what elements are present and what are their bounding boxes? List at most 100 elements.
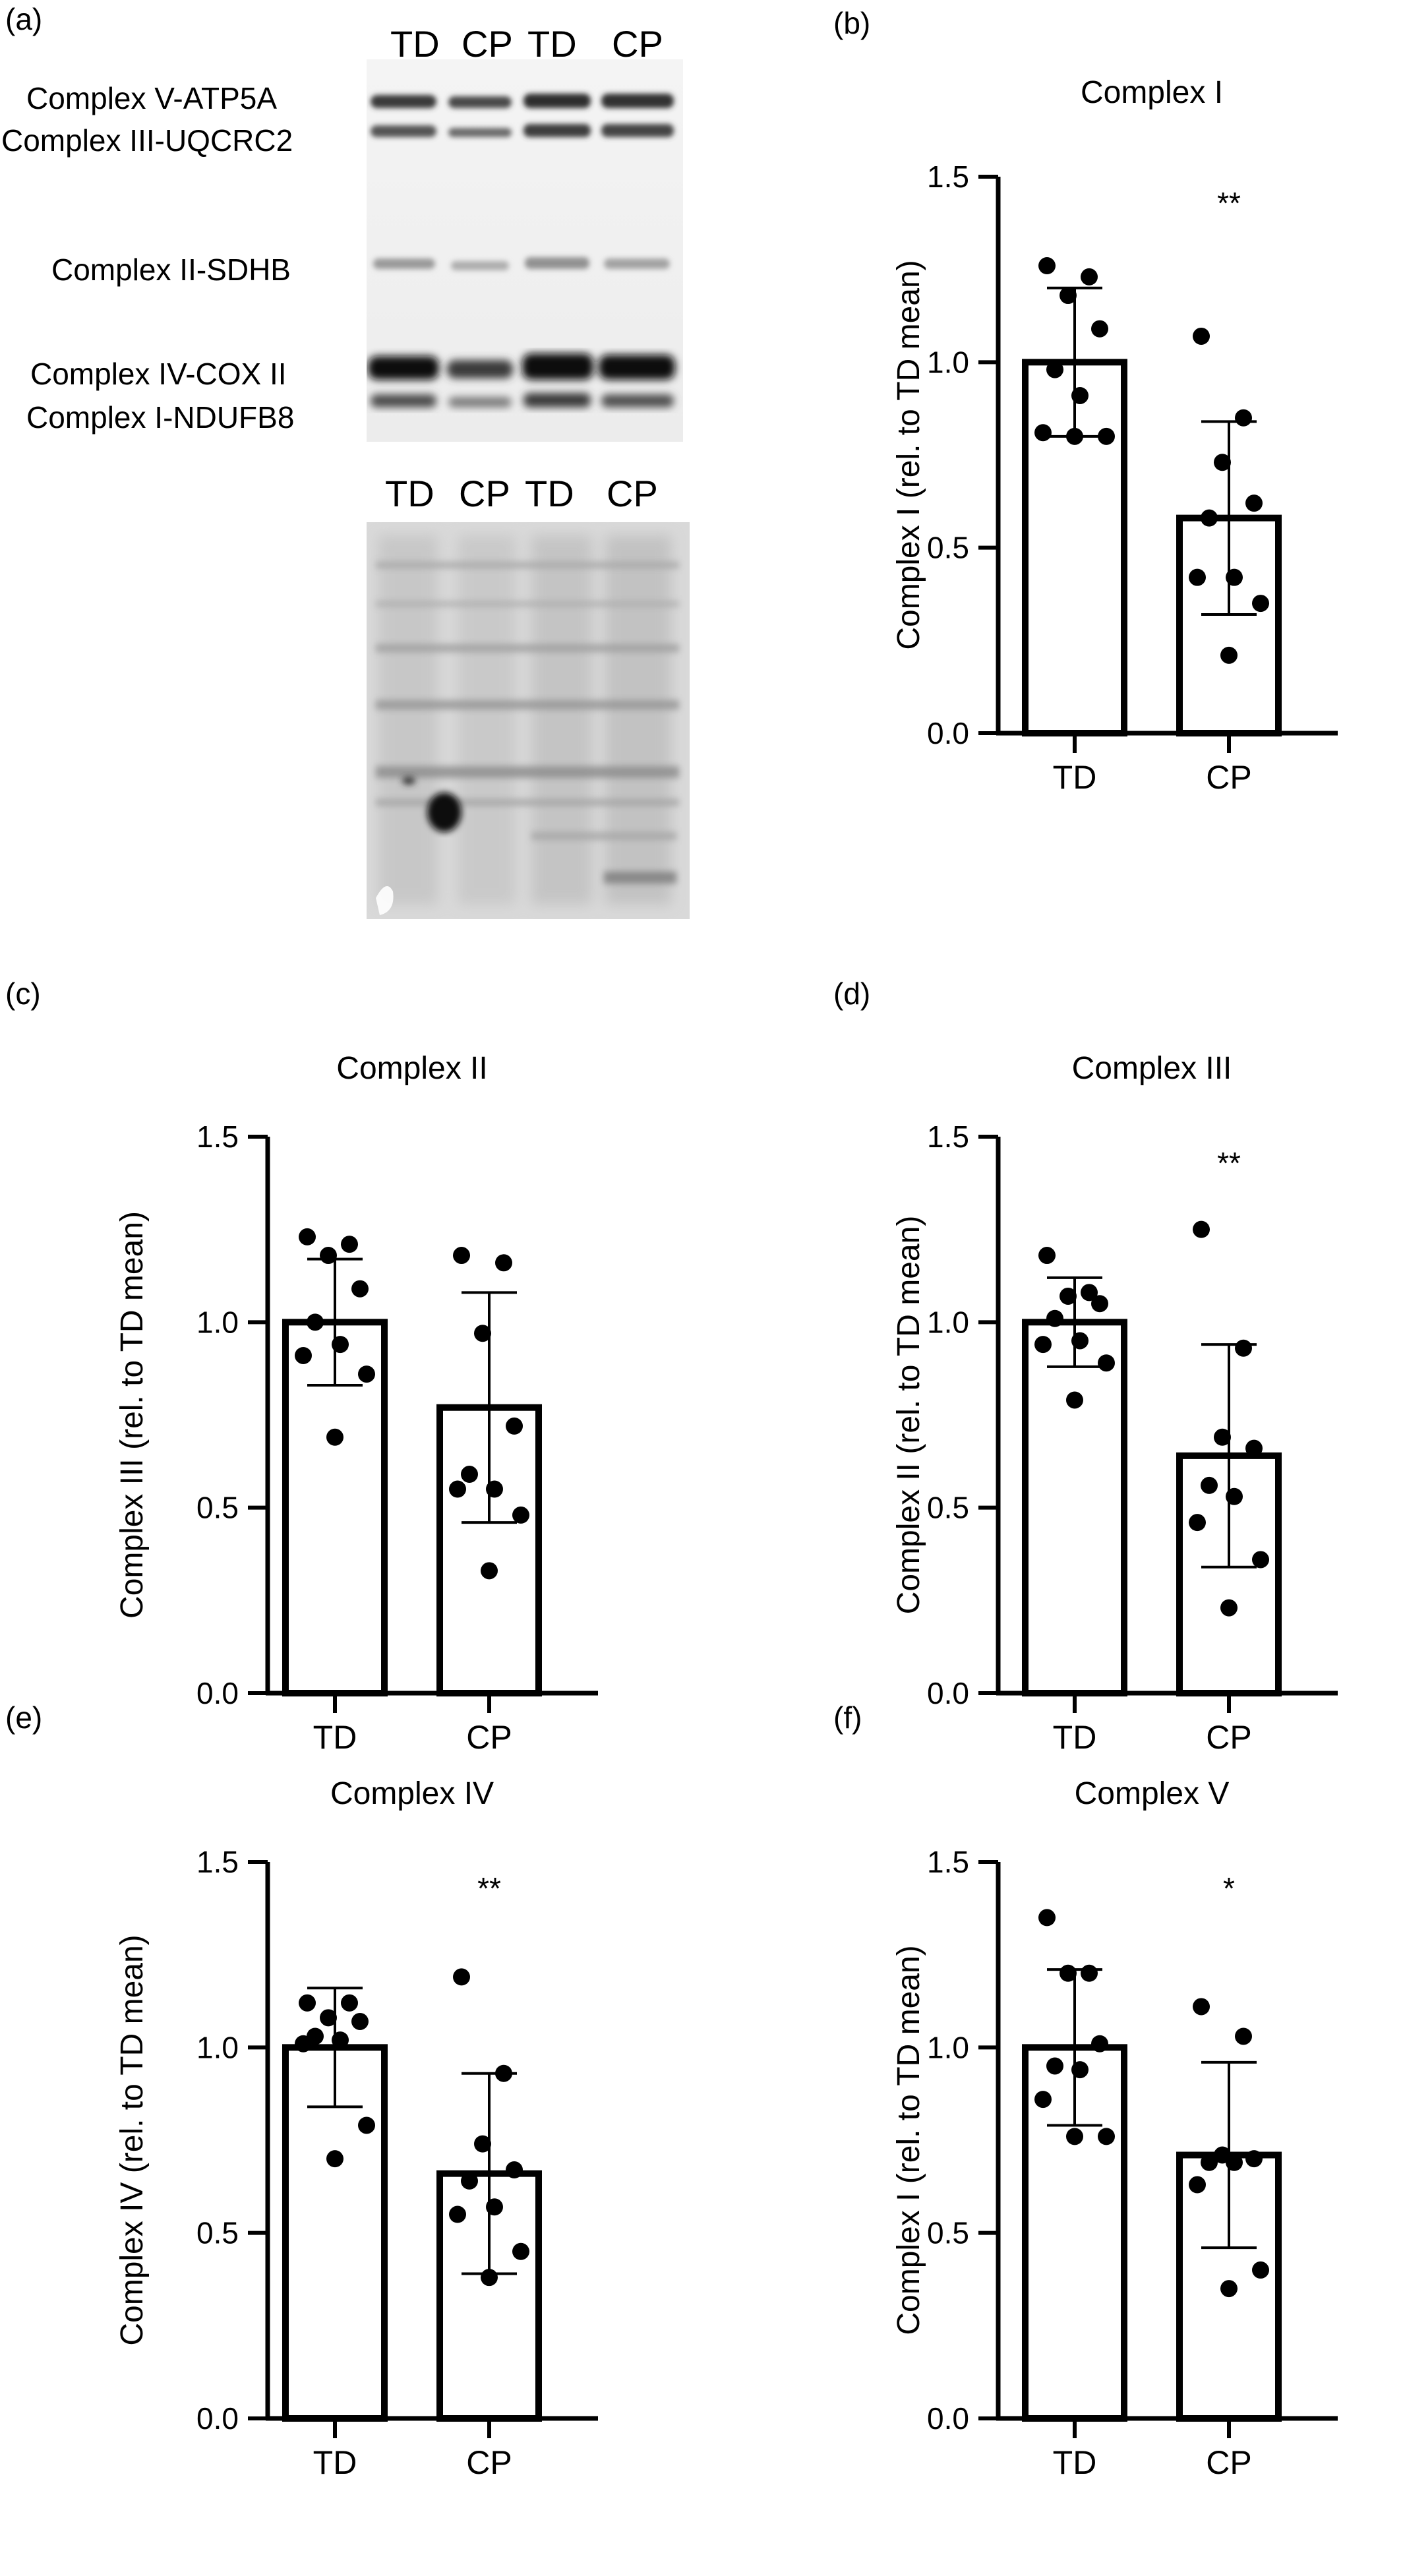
data-point [449,1480,466,1498]
band-label-complex-i: Complex I-NDUFB8 [26,400,295,434]
x-tick-label: CP [466,1719,512,1756]
data-point [1060,287,1077,305]
data-point [299,1994,316,2012]
significance-marker: ** [477,1871,501,1905]
y-axis-label: Complex I (rel. to TD mean) [891,260,926,649]
data-point [512,2242,529,2260]
y-axis-label: Complex IV (rel. to TD mean) [115,1934,150,2345]
data-point [486,1480,503,1498]
y-tick-label: 1.0 [196,1305,239,1339]
chart-title: Complex II [336,1051,487,1086]
data-point [1226,568,1243,586]
data-point [1060,1287,1077,1305]
y-tick-label: 1.0 [927,1305,969,1339]
data-point [495,2064,512,2082]
data-point [1235,409,1252,427]
data-point [461,1466,478,1483]
data-point [1046,2057,1063,2075]
chart-complex-v: Complex V Complex I (rel. to TD mean) 0.0 0… [891,1776,1338,2481]
data-point [1038,1909,1056,1927]
data-point [320,1247,337,1265]
data-point [1098,427,1115,445]
panel-label-e: (e) [5,1700,43,1735]
total-protein-stain-image [367,522,690,919]
data-point [1046,1309,1063,1327]
data-point [1038,257,1056,275]
data-point [1081,1284,1098,1302]
y-tick-label: 0.0 [927,1676,969,1710]
chart-title: Complex I [1081,75,1223,110]
x-tick-label: CP [466,2444,512,2481]
data-point [1193,1998,1210,2016]
data-point [332,1336,349,1354]
data-point [1235,2027,1252,2045]
band-label-complex-iv: Complex IV-COX II [30,357,287,391]
lane-label-4: CP [612,23,663,65]
data-point [1071,386,1089,404]
data-point [1081,1964,1098,1982]
y-tick-label: 0.0 [927,716,969,750]
data-point [295,2035,312,2052]
y-tick-label: 1.0 [927,345,969,379]
band-label-complex-iii: Complex III-UQCRC2 [1,123,293,158]
panel-label-b: (b) [833,6,871,40]
data-point [1220,2280,1238,2298]
data-point [307,1313,324,1331]
data-point [1071,1332,1089,1350]
data-point [299,1228,316,1245]
lane-label-1: TD [390,23,440,65]
chart-title: Complex IV [330,1776,494,1811]
panel-label-a: (a) [5,2,43,36]
data-point [1066,2128,1083,2145]
significance-marker: ** [1217,1146,1241,1180]
data-point [326,1428,343,1446]
loading-lane-label-1: TD [385,473,434,514]
y-tick-label: 1.5 [927,160,969,194]
loading-lane-label-3: TD [525,473,574,514]
data-point [1214,1428,1231,1446]
significance-marker: * [1223,1871,1235,1905]
data-point [1081,268,1098,285]
data-point [449,2205,466,2223]
data-point [1189,568,1206,586]
y-tick-label: 0.5 [196,1491,239,1525]
y-tick-label: 1.5 [927,1120,969,1154]
data-point [474,1325,491,1342]
loading-lane-label-2: CP [459,473,510,514]
x-tick-label: TD [313,2444,357,2481]
data-point [1252,2261,1269,2279]
data-point [486,2198,503,2216]
data-point [351,1280,369,1298]
data-point [358,1365,375,1383]
data-point [1046,361,1063,378]
band-label-complex-ii: Complex II-SDHB [51,253,291,287]
data-point [1034,2091,1052,2109]
data-point [332,2031,349,2049]
data-point [461,2172,478,2190]
y-tick-label: 1.0 [927,2030,969,2064]
data-point [1034,424,1052,442]
data-point [1066,1391,1083,1409]
y-tick-label: 0.5 [927,2216,969,2250]
data-point [1245,494,1263,512]
panel-label-f: (f) [833,1700,862,1735]
data-point [512,1506,529,1524]
data-point [481,2269,498,2287]
chart-complex-i: Complex I Complex I (rel. to TD mean) 0.0 0… [891,75,1338,796]
data-point [1235,1339,1252,1357]
data-point [320,2009,337,2027]
data-point [1034,1336,1052,1354]
data-point [1220,1599,1238,1617]
chart-title: Complex III [1072,1051,1232,1086]
y-tick-label: 1.5 [196,1845,239,1879]
x-tick-label: CP [1206,2444,1251,2481]
data-point [506,2161,523,2179]
data-point [1189,1514,1206,1532]
band-label-complex-v: Complex V-ATP5A [26,81,278,115]
y-tick-label: 1.5 [927,1845,969,1879]
data-point [1193,327,1210,345]
data-point [1193,1220,1210,1238]
data-point [1098,1354,1115,1372]
lane-label-3: TD [527,23,577,65]
x-tick-label: TD [313,1719,357,1756]
